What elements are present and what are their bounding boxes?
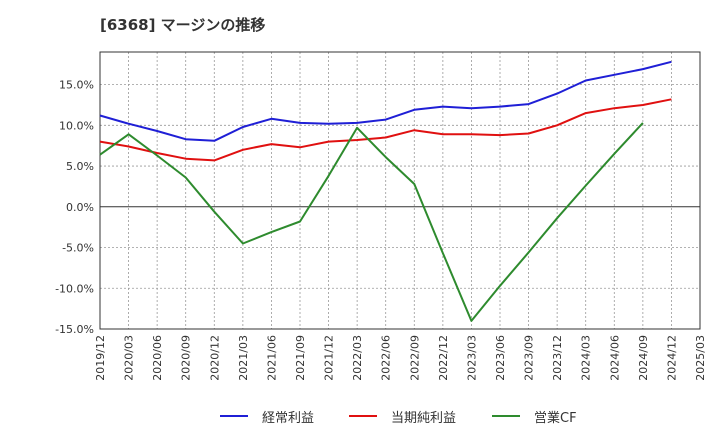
legend-label-junri: 当期純利益 [391, 410, 457, 426]
y-tick-label: 0.0% [66, 201, 94, 214]
x-tick-label: 2020/03 [123, 335, 136, 381]
x-tick-label: 2025/03 [694, 335, 707, 381]
y-tick-label: 10.0% [59, 119, 94, 132]
x-tick-label: 2022/09 [408, 335, 421, 381]
legend-swatch-eigyo-cf [492, 415, 520, 417]
legend-swatch-junri [349, 415, 377, 417]
x-tick-label: 2020/09 [180, 335, 193, 381]
x-tick-label: 2021/03 [237, 335, 250, 381]
x-tick-label: 2021/06 [265, 335, 278, 381]
series-line-0 [99, 60, 672, 142]
x-tick-label: 2022/06 [380, 335, 393, 381]
legend-item-keijo: 経常利益 [220, 404, 314, 428]
y-axis-tick-labels: -15.0% -10.0% -5.0% 0.0% 5.0% 10.0% 15.0% [55, 79, 94, 336]
x-tick-label: 2020/12 [208, 335, 221, 381]
chart-title: [6368] マージンの推移 [100, 16, 266, 34]
legend-label-keijo: 経常利益 [262, 410, 315, 426]
x-tick-label: 2023/09 [523, 335, 536, 381]
x-tick-label: 2024/03 [580, 335, 593, 381]
legend: 経常利益 当期純利益 営業CF [0, 404, 720, 428]
x-tick-label: 2020/06 [151, 335, 164, 381]
y-tick-label: 15.0% [59, 79, 94, 92]
series-lines [99, 60, 672, 322]
series-line-2 [99, 122, 644, 322]
x-axis-tick-labels: 2019/12 2020/03 2020/06 2020/09 2020/12 2021/… [94, 335, 707, 381]
x-tick-label: 2024/06 [608, 335, 621, 381]
series-line-1 [99, 98, 672, 162]
legend-item-eigyo-cf: 営業CF [492, 404, 577, 428]
plot-area-border [99, 51, 701, 330]
legend-item-junri: 当期純利益 [349, 404, 456, 428]
x-tick-label: 2023/03 [465, 335, 478, 381]
plot-area-background [100, 52, 700, 329]
x-tick-label: 2024/12 [665, 335, 678, 381]
y-tick-label: 5.0% [66, 160, 94, 173]
y-tick-label: -10.0% [55, 282, 94, 295]
x-tick-label: 2023/12 [551, 335, 564, 381]
x-tick-label: 2022/03 [351, 335, 364, 381]
x-tick-label: 2019/12 [94, 335, 107, 381]
y-tick-label: -15.0% [55, 323, 94, 336]
x-tick-label: 2024/09 [637, 335, 650, 381]
legend-swatch-keijo [220, 415, 248, 417]
x-tick-label: 2023/06 [494, 335, 507, 381]
x-tick-label: 2021/12 [323, 335, 336, 381]
legend-label-eigyo-cf: 営業CF [534, 410, 577, 426]
x-tick-label: 2021/09 [294, 335, 307, 381]
x-tick-label: 2022/12 [437, 335, 450, 381]
y-tick-label: -5.0% [62, 242, 94, 255]
